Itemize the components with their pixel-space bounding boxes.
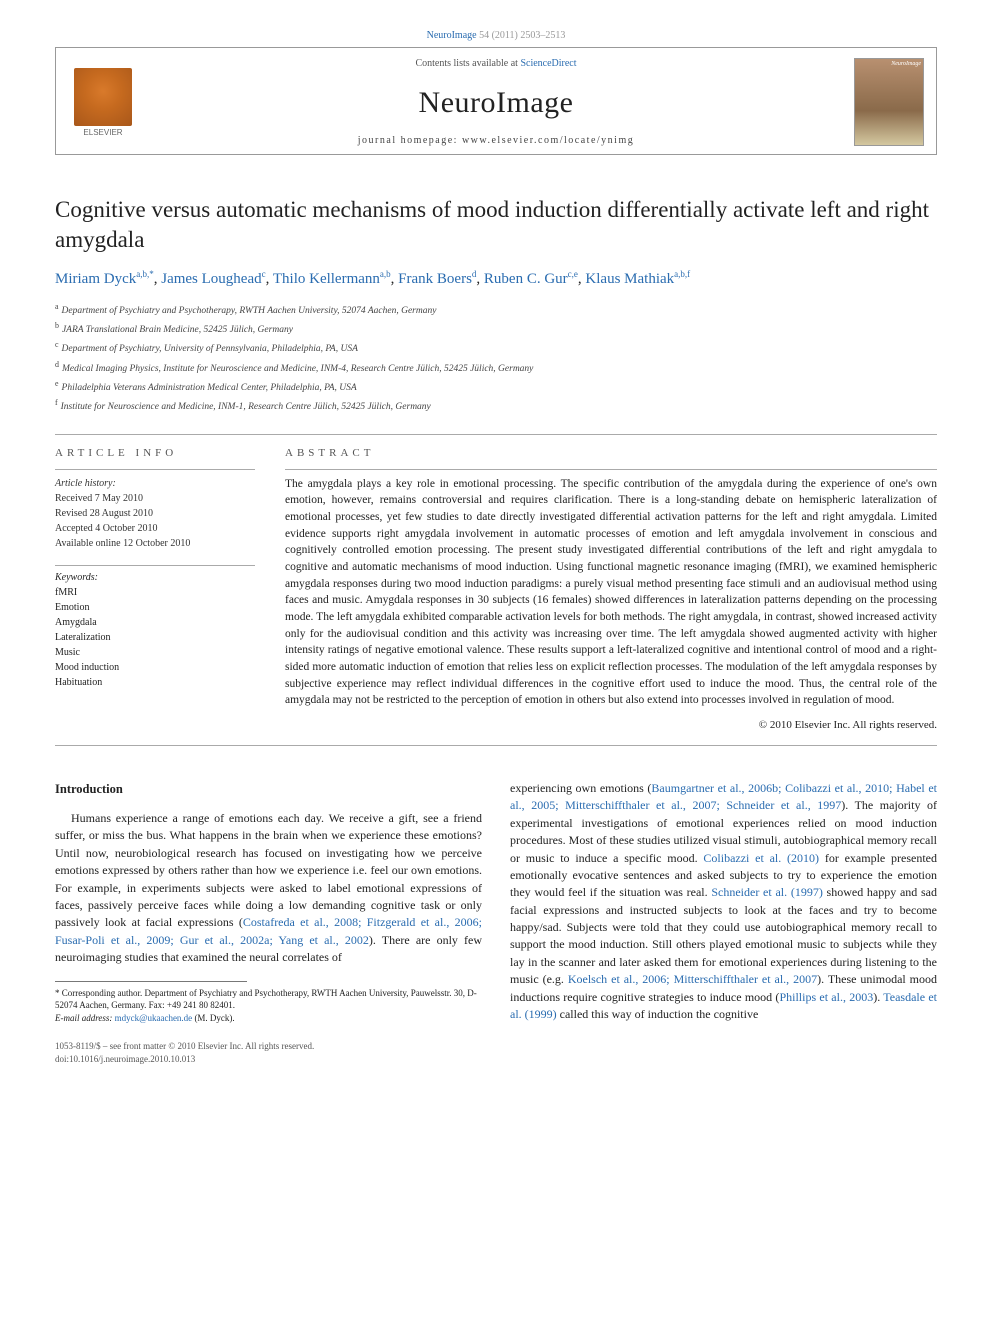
abstract-column: ABSTRACT The amygdala plays a key role i… xyxy=(285,447,937,731)
issn-line: 1053-8119/$ – see front matter © 2010 El… xyxy=(55,1040,482,1053)
corresponding-mark[interactable]: * xyxy=(149,269,154,279)
header-center: Contents lists available at ScienceDirec… xyxy=(150,58,842,146)
article-info-column: ARTICLE INFO Article history: Received 7… xyxy=(55,447,255,731)
journal-cover-thumbnail xyxy=(854,58,924,146)
abstract-heading: ABSTRACT xyxy=(285,447,937,459)
article-history: Article history: Received 7 May 2010 Rev… xyxy=(55,476,255,551)
author-link[interactable]: Frank Boers xyxy=(398,271,472,287)
rule-above-info xyxy=(55,434,937,435)
keyword: Lateralization xyxy=(55,630,255,645)
article-info-heading: ARTICLE INFO xyxy=(55,447,255,459)
page-container: NeuroImage 54 (2011) 2503–2513 ELSEVIER … xyxy=(0,0,992,1106)
corr-author-text: * Corresponding author. Department of Ps… xyxy=(55,987,482,1012)
abstract-text: The amygdala plays a key role in emotion… xyxy=(285,476,937,709)
author-aff: c,e xyxy=(568,269,578,279)
email-who: (M. Dyck). xyxy=(194,1013,234,1023)
rule-keywords xyxy=(55,565,255,566)
journal-homepage: journal homepage: www.elsevier.com/locat… xyxy=(358,135,634,146)
corresponding-footnote: * Corresponding author. Department of Ps… xyxy=(55,987,482,1025)
author-link[interactable]: Klaus Mathiak xyxy=(585,271,674,287)
doi-line: doi:10.1016/j.neuroimage.2010.10.013 xyxy=(55,1053,482,1066)
rule-below-abstract xyxy=(55,745,937,746)
keyword: Emotion xyxy=(55,600,255,615)
contents-text: Contents lists available at xyxy=(415,58,517,69)
keywords-list: fMRI Emotion Amygdala Lateralization Mus… xyxy=(55,585,255,690)
rule-info xyxy=(55,469,255,470)
bottom-meta: 1053-8119/$ – see front matter © 2010 El… xyxy=(55,1040,482,1065)
keyword: Habituation xyxy=(55,675,255,690)
top-citation-text: 54 (2011) 2503–2513 xyxy=(479,30,565,41)
intro-paragraph: Humans experience a range of emotions ea… xyxy=(55,810,482,967)
author-link[interactable]: Thilo Kellermann xyxy=(273,271,380,287)
affiliations-list: aDepartment of Psychiatry and Psychother… xyxy=(55,300,937,416)
email-link[interactable]: mdyck@ukaachen.de xyxy=(115,1013,193,1023)
author-aff: a,b,* xyxy=(136,269,154,279)
footnote-rule xyxy=(55,981,247,982)
elsevier-tree-icon xyxy=(74,68,132,126)
intro-text: experiencing own emotions ( xyxy=(510,781,651,795)
journal-title: NeuroImage xyxy=(419,86,574,120)
keyword: fMRI xyxy=(55,585,255,600)
top-citation: NeuroImage 54 (2011) 2503–2513 xyxy=(55,30,937,41)
introduction-heading: Introduction xyxy=(55,780,482,798)
author-aff: a,b,f xyxy=(674,269,690,279)
copyright-text: © 2010 Elsevier Inc. All rights reserved… xyxy=(285,719,937,731)
publisher-name: ELSEVIER xyxy=(83,128,122,137)
history-accepted: Accepted 4 October 2010 xyxy=(55,521,255,536)
email-label: E-mail address: xyxy=(55,1013,112,1023)
journal-header: ELSEVIER Contents lists available at Sci… xyxy=(55,47,937,155)
citation-link[interactable]: Schneider et al. (1997) xyxy=(711,885,822,899)
keyword: Amygdala xyxy=(55,615,255,630)
citation-link[interactable]: Phillips et al., 2003 xyxy=(779,990,873,1004)
history-online: Available online 12 October 2010 xyxy=(55,536,255,551)
email-line: E-mail address: mdyck@ukaachen.de (M. Dy… xyxy=(55,1012,482,1025)
author-link[interactable]: James Loughead xyxy=(161,271,261,287)
intro-text: called this way of induction the cogniti… xyxy=(557,1007,759,1021)
article-info-abstract: ARTICLE INFO Article history: Received 7… xyxy=(55,447,937,731)
affiliation: aDepartment of Psychiatry and Psychother… xyxy=(55,300,937,319)
keyword: Music xyxy=(55,645,255,660)
keyword: Mood induction xyxy=(55,660,255,675)
intro-text: Humans experience a range of emotions ea… xyxy=(55,811,482,929)
author-list: Miriam Dycka,b,*, James Lougheadc, Thilo… xyxy=(55,269,937,288)
history-received: Received 7 May 2010 xyxy=(55,491,255,506)
affiliation: ePhiladelphia Veterans Administration Me… xyxy=(55,377,937,396)
citation-link[interactable]: Koelsch et al., 2006; Mitterschiffthaler… xyxy=(568,972,817,986)
affiliation: dMedical Imaging Physics, Institute for … xyxy=(55,358,937,377)
contents-available: Contents lists available at ScienceDirec… xyxy=(415,58,576,69)
author-link[interactable]: Miriam Dyck xyxy=(55,271,136,287)
affiliation: bJARA Translational Brain Medicine, 5242… xyxy=(55,319,937,338)
keywords-label: Keywords: xyxy=(55,572,255,583)
author-aff: d xyxy=(472,269,477,279)
rule-abstract xyxy=(285,469,937,470)
history-label: Article history: xyxy=(55,476,255,491)
body-column-left: Introduction Humans experience a range o… xyxy=(55,780,482,1066)
sciencedirect-link[interactable]: ScienceDirect xyxy=(520,58,576,69)
author-link[interactable]: Ruben C. Gur xyxy=(484,271,568,287)
affiliation: cDepartment of Psychiatry, University of… xyxy=(55,338,937,357)
intro-text: ). xyxy=(873,990,883,1004)
citation-link[interactable]: Colibazzi et al. (2010) xyxy=(703,851,819,865)
body-column-right: experiencing own emotions (Baumgartner e… xyxy=(510,780,937,1066)
author-aff: a,b xyxy=(380,269,391,279)
top-journal-link[interactable]: NeuroImage xyxy=(427,30,477,41)
publisher-logo: ELSEVIER xyxy=(68,58,138,146)
body-columns: Introduction Humans experience a range o… xyxy=(55,780,937,1066)
article-title: Cognitive versus automatic mechanisms of… xyxy=(55,195,937,255)
author-aff: c xyxy=(262,269,266,279)
affiliation: fInstitute for Neuroscience and Medicine… xyxy=(55,396,937,415)
history-revised: Revised 28 August 2010 xyxy=(55,506,255,521)
intro-paragraph-continued: experiencing own emotions (Baumgartner e… xyxy=(510,780,937,1023)
